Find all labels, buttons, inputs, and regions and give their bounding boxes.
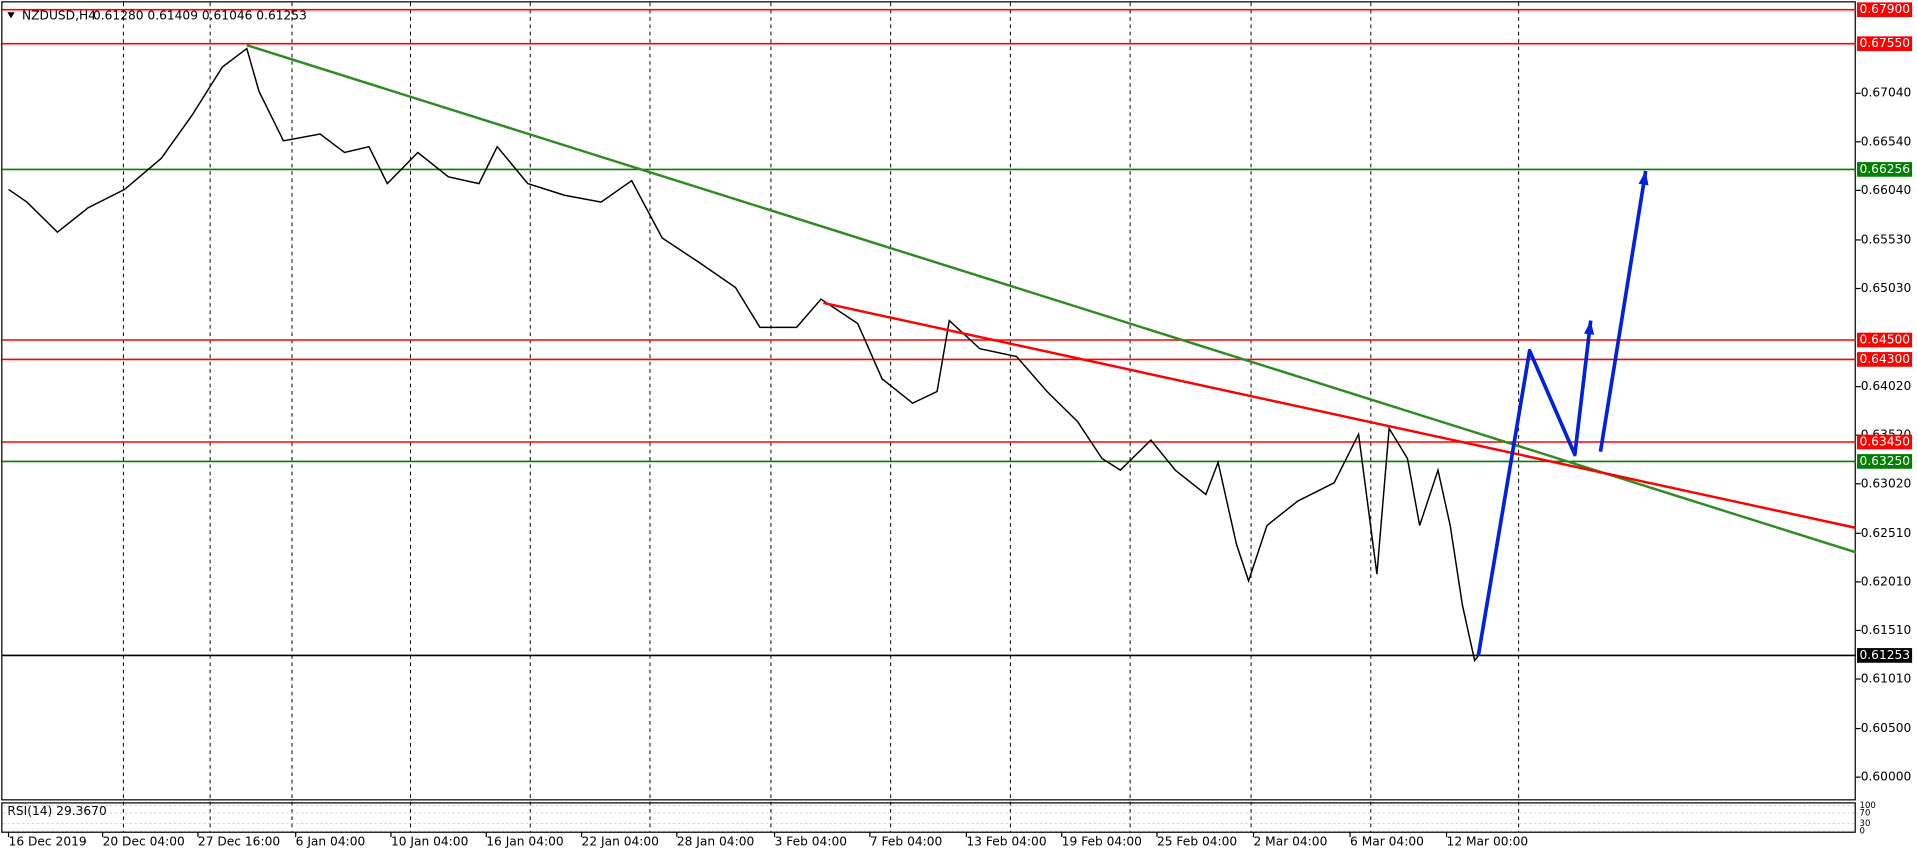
level-box	[1857, 2, 1913, 18]
level-box	[1857, 332, 1913, 348]
y-tick-label: 0.65530	[1861, 232, 1912, 246]
level-label: 0.64300	[1860, 352, 1911, 366]
rsi-tick-label: 100	[1860, 801, 1876, 811]
y-tick-label: 0.61010	[1861, 672, 1912, 686]
forecast-arrow	[1598, 170, 1648, 453]
rsi-label: RSI(14) 29.3670	[7, 804, 106, 818]
y-tick-label: 0.63020	[1861, 476, 1912, 490]
level-label: 0.66256	[1860, 162, 1911, 176]
arrow-head	[1638, 170, 1649, 186]
x-tick-label: 6 Jan 04:00	[296, 835, 366, 849]
rsi-frame	[1, 802, 1856, 833]
plot-frame	[1, 1, 1856, 801]
x-tick-label: 16 Dec 2019	[9, 835, 87, 849]
x-tick-label: 16 Jan 04:00	[486, 835, 563, 849]
level-label: 0.63450	[1860, 435, 1911, 449]
rsi-tick-label: 70	[1860, 809, 1871, 819]
x-tick-label: 22 Jan 04:00	[582, 835, 659, 849]
level-label: 0.63250	[1860, 454, 1911, 468]
y-tick-label: 0.60500	[1861, 721, 1912, 735]
x-tick-label: 27 Dec 16:00	[198, 835, 280, 849]
rsi-tick-label: 30	[1860, 819, 1871, 829]
trend-line	[246, 44, 1857, 554]
y-tick-label: 0.62010	[1861, 574, 1912, 588]
y-tick-label: 0.61510	[1861, 623, 1912, 637]
y-tick-label: 0.64020	[1861, 379, 1912, 393]
level-box	[1857, 352, 1913, 367]
x-tick-label: 20 Dec 04:00	[103, 835, 185, 849]
y-tick-label: 0.66040	[1861, 183, 1912, 197]
chart-subtitle: 0.61280 0.61409 0.61046 0.61253	[93, 8, 307, 22]
x-tick-label: 19 Feb 04:00	[1062, 835, 1142, 849]
x-tick-label: 7 Feb 04:00	[870, 835, 942, 849]
level-label: 0.67550	[1860, 36, 1911, 50]
trend-line	[823, 301, 1857, 530]
arrow-head	[1584, 320, 1595, 335]
y-tick-label: 0.60000	[1861, 770, 1912, 784]
x-tick-label: 13 Feb 04:00	[966, 835, 1046, 849]
x-tick-label: 3 Feb 04:00	[775, 835, 847, 849]
x-tick-label: 28 Jan 04:00	[677, 835, 754, 849]
level-label: 0.64500	[1860, 333, 1911, 347]
forecast-arrow	[1476, 320, 1593, 657]
level-label: 0.61253	[1860, 648, 1911, 662]
level-box	[1857, 162, 1913, 177]
level-label: 0.67900	[1860, 2, 1911, 16]
level-box	[1857, 648, 1913, 663]
level-box	[1857, 434, 1913, 450]
x-tick-label: 6 Mar 04:00	[1350, 835, 1424, 849]
price-line	[8, 47, 1479, 663]
level-box	[1857, 454, 1913, 469]
x-tick-label: 10 Jan 04:00	[391, 835, 468, 849]
x-tick-label: 12 Mar 00:00	[1447, 835, 1529, 849]
chart-title: NZDUSD,H4	[22, 8, 96, 22]
x-tick-label: 25 Feb 04:00	[1157, 835, 1237, 849]
rsi-tick-label: 0	[1860, 827, 1865, 837]
menu-triangle	[7, 12, 15, 19]
level-box	[1857, 36, 1913, 52]
y-tick-label: 0.62510	[1861, 526, 1912, 540]
y-tick-label: 0.67040	[1861, 86, 1912, 100]
y-tick-label: 0.66540	[1861, 134, 1912, 148]
x-tick-label: 2 Mar 04:00	[1254, 835, 1328, 849]
y-tick-label: 0.65030	[1861, 281, 1912, 295]
